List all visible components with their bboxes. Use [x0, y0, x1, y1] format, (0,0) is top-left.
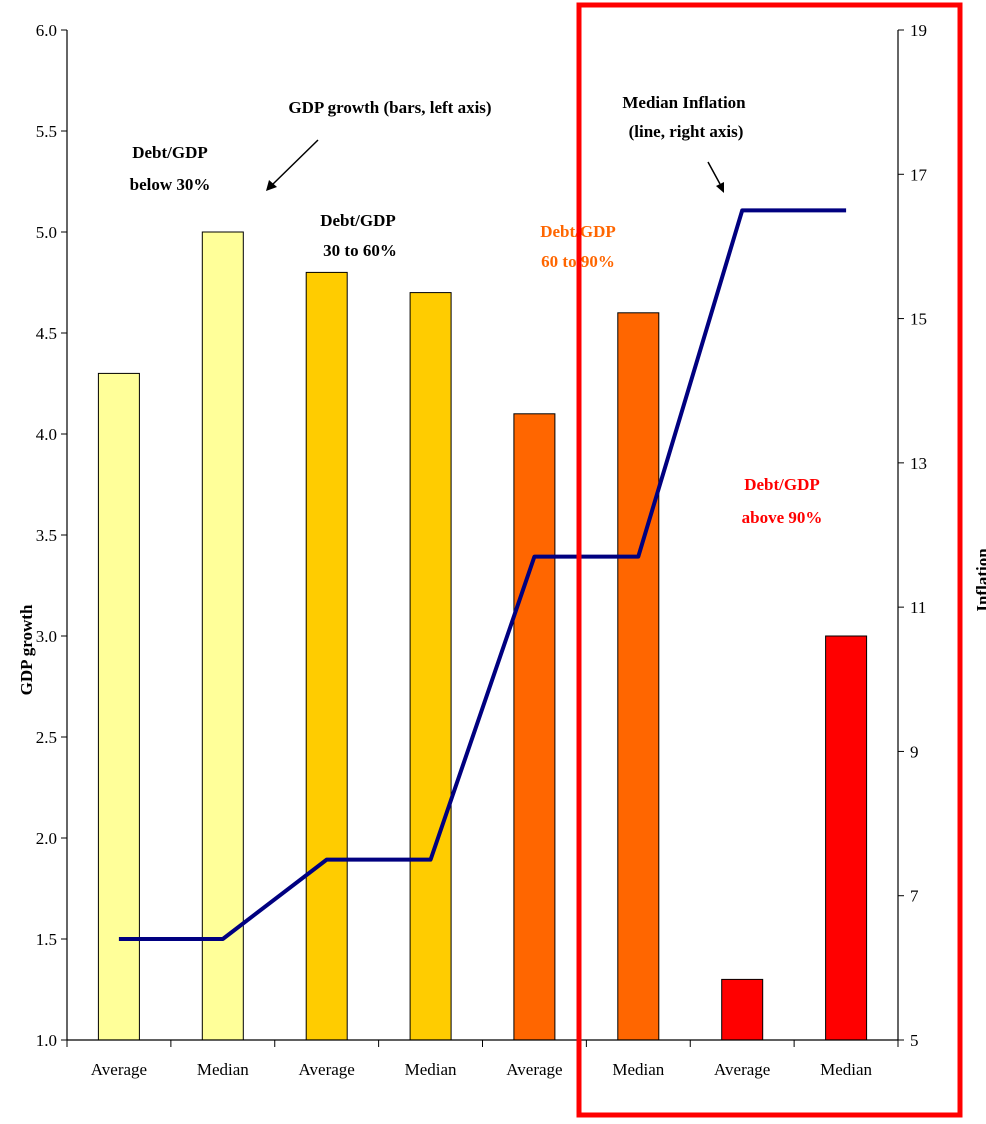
- annotation-median-inflation-line1: Median Inflation: [622, 93, 746, 112]
- y-right-tick-label: 9: [910, 742, 919, 761]
- x-category-label: Average: [91, 1060, 147, 1079]
- x-category-label: Median: [820, 1060, 872, 1079]
- y-right-tick-label: 15: [910, 310, 927, 329]
- y-left-tick-label: 4.0: [36, 425, 57, 444]
- bar-4: [409, 292, 452, 1041]
- y-left-tick-label: 4.5: [36, 324, 57, 343]
- annotation-gdp-arrow-head: [266, 180, 277, 191]
- annotation-gdp-arrow-line: [271, 139, 319, 186]
- y-left-tick-label: 1.5: [36, 930, 57, 949]
- y-left-tick-label: 5.5: [36, 122, 57, 141]
- y-right-tick-label: 19: [910, 21, 927, 40]
- bar-2: [201, 231, 244, 1041]
- y-right-tick-label: 17: [910, 165, 928, 184]
- group1-label-line2: below 30%: [130, 175, 211, 194]
- median-inflation-line: [118, 208, 847, 941]
- annotation-inflation-arrow-line: [707, 161, 721, 185]
- group2-label-line1: Debt/GDP: [320, 211, 396, 230]
- bar-1: [97, 372, 140, 1041]
- group2-label-line2: 30 to 60%: [323, 241, 397, 260]
- y-left-tick-label: 1.0: [36, 1031, 57, 1050]
- x-category-label: Median: [405, 1060, 457, 1079]
- annotation-median-inflation-line2: (line, right axis): [629, 122, 744, 141]
- annotation-inflation-arrow-head: [716, 182, 724, 193]
- y-right-tick-label: 5: [910, 1031, 919, 1050]
- y-axis-left-title: GDP growth: [17, 604, 36, 695]
- x-category-label: Average: [714, 1060, 770, 1079]
- y-left-tick-label: 2.0: [36, 829, 57, 848]
- y-left-tick-label: 3.0: [36, 627, 57, 646]
- y-right-tick-label: 11: [910, 598, 926, 617]
- x-category-label: Average: [299, 1060, 355, 1079]
- bar-8: [825, 635, 868, 1041]
- bar-6: [617, 312, 660, 1041]
- inflation-line-layer: [118, 208, 847, 941]
- group4-label-line1: Debt/GDP: [744, 475, 820, 494]
- group1-label-line1: Debt/GDP: [132, 143, 208, 162]
- bar-7: [721, 978, 764, 1041]
- bars: [97, 231, 868, 1041]
- y-axis-right-title: Inflation: [973, 548, 986, 612]
- y-right-tick-label: 7: [910, 887, 919, 906]
- bar-3: [305, 271, 348, 1041]
- y-left-tick-label: 6.0: [36, 21, 57, 40]
- axes: 1.0 1.5 2.0 2.5 3.0 3.5 4.0 4.5 5.0 5.5 6.0 5 7 9 11 13…: [36, 21, 928, 1079]
- y-left-tick-label: 2.5: [36, 728, 57, 747]
- y-right-tick-label: 13: [910, 454, 927, 473]
- highlight-box: [576, 2, 963, 1118]
- x-category-label: Median: [197, 1060, 249, 1079]
- y-left-tick-label: 5.0: [36, 223, 57, 242]
- bar-5: [513, 413, 556, 1041]
- annotation-gdp-growth: GDP growth (bars, left axis): [288, 98, 491, 117]
- x-category-label: Average: [506, 1060, 562, 1079]
- group4-label-line2: above 90%: [742, 508, 823, 527]
- x-category-label: Median: [612, 1060, 664, 1079]
- y-left-tick-label: 3.5: [36, 526, 57, 545]
